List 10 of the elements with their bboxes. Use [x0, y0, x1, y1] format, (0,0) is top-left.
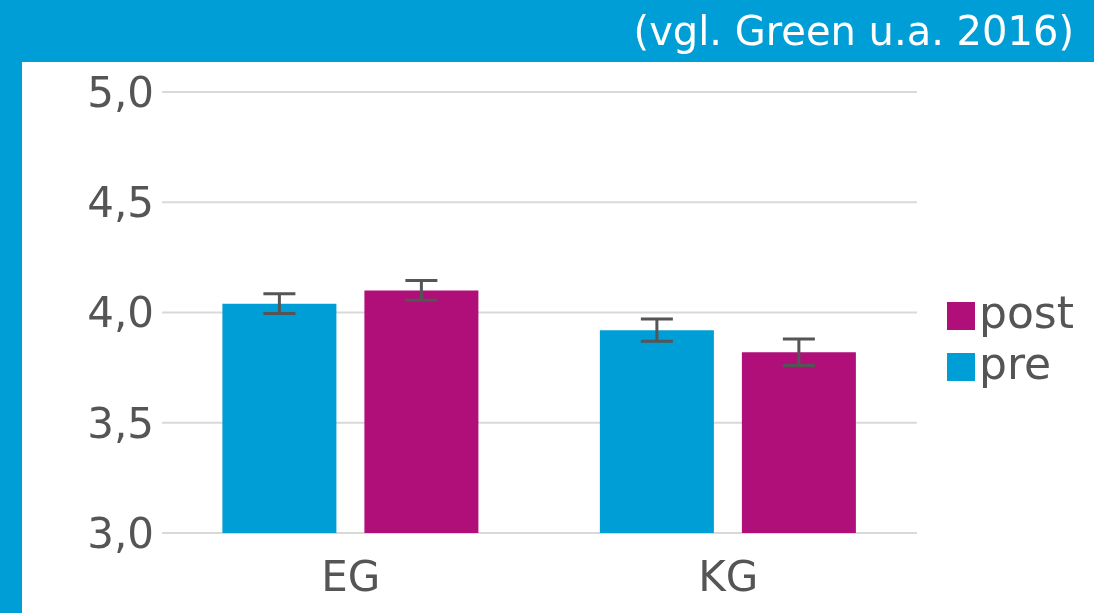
x-tick-label: KG — [698, 551, 759, 601]
x-tick-label: EG — [321, 551, 381, 601]
text: (vgl. Green u.a. 2016) — [633, 8, 1074, 54]
legend-label: pre — [978, 337, 1052, 389]
y-tick-label: 4,5 — [87, 178, 154, 228]
y-tick-label: 4,0 — [87, 288, 154, 338]
y-tick-label: 5,0 — [87, 67, 154, 117]
legend-label: post — [978, 286, 1074, 338]
y-tick-label: 3,5 — [87, 398, 154, 448]
y-tick-label: 3,0 — [87, 508, 154, 558]
